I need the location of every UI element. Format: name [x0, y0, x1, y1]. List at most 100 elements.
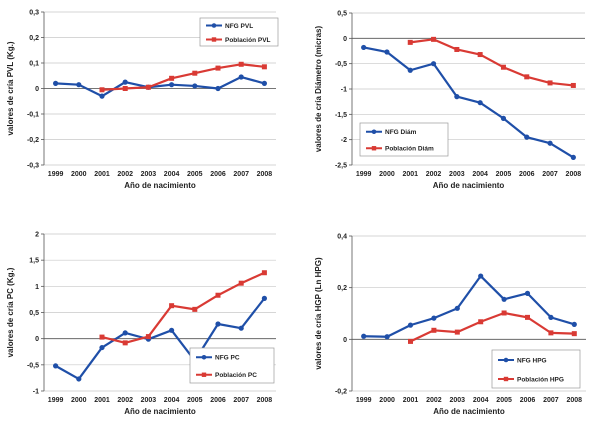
legend-swatch-marker: [211, 23, 217, 28]
y-tick-label: 0,2: [337, 285, 347, 292]
data-point-nfg: [454, 94, 460, 100]
data-point-poblacion: [571, 331, 577, 337]
data-point-poblacion: [238, 61, 244, 67]
data-point-poblacion: [145, 84, 151, 90]
legend-label: NFG Diám: [385, 129, 417, 136]
y-tick-label: 0: [35, 336, 39, 343]
x-tick-label: 2003: [450, 397, 466, 404]
legend: [491, 349, 581, 389]
data-point-poblacion: [407, 39, 413, 45]
data-point-poblacion: [122, 86, 128, 91]
x-tick-label: 2001: [94, 171, 110, 178]
y-tick-label: 0,5: [29, 310, 39, 317]
y-tick-label: 0,2: [29, 35, 39, 42]
data-point-nfg: [192, 83, 198, 89]
y-tick-label: 1,5: [29, 258, 39, 265]
data-point-nfg: [238, 325, 244, 331]
x-tick-label: 2007: [542, 171, 558, 178]
data-point-poblacion: [524, 74, 530, 80]
legend-swatch-marker: [201, 372, 207, 377]
data-point-poblacion: [570, 82, 576, 88]
series-line-poblacion: [410, 311, 575, 343]
legend-swatch-marker: [211, 37, 217, 42]
data-point-nfg: [261, 80, 267, 86]
y-tick-label: -0,5: [335, 61, 347, 68]
data-point-nfg: [76, 376, 82, 382]
y-tick-label: -0,2: [27, 137, 39, 144]
legend-swatch-marker: [503, 357, 509, 363]
legend-swatch-marker: [503, 376, 509, 382]
y-tick-label: -0,5: [27, 362, 39, 369]
x-tick-label: 2002: [426, 171, 442, 178]
data-point-poblacion: [215, 65, 221, 71]
x-axis-title: Año de nacimiento: [433, 181, 505, 190]
data-point-nfg: [53, 80, 59, 86]
series-line-poblacion: [101, 63, 265, 91]
data-point-poblacion: [431, 327, 437, 333]
data-point-poblacion: [500, 64, 506, 70]
data-point-nfg: [99, 344, 105, 351]
x-tick-label: 1999: [48, 171, 64, 178]
x-tick-label: 2004: [472, 171, 488, 178]
data-point-nfg: [454, 305, 460, 311]
data-point-nfg: [547, 140, 553, 146]
x-tick-label: 2000: [379, 171, 395, 178]
series-line-nfg: [55, 75, 265, 98]
data-point-poblacion: [99, 334, 105, 340]
legend: [359, 122, 449, 157]
data-point-nfg: [122, 79, 128, 85]
series-line-poblacion: [410, 38, 574, 87]
x-tick-label: 2000: [379, 397, 395, 404]
legend-label: NFG PC: [215, 355, 240, 362]
y-tick-label: 0: [343, 36, 347, 43]
data-point-nfg: [122, 330, 128, 336]
y-tick-label: -1: [341, 87, 347, 94]
series-line-nfg: [55, 297, 266, 381]
chart-hpg: -0,2 0 0,2 0,4 1999 2000 2001 2002 2003 2004 2005 2…: [314, 234, 586, 416]
x-tick-label: 2002: [426, 397, 442, 404]
x-tick-label: 2008: [257, 171, 273, 178]
data-point-poblacion: [547, 80, 553, 86]
data-point-nfg: [430, 61, 437, 67]
x-tick-label: 2001: [94, 397, 110, 404]
chart-pvl: -0,3 -0,2 -0,1 0 0,1 0,2 0,3 1999 2000 2001 2002 20…: [6, 10, 279, 190]
y-tick-label: 2: [35, 232, 39, 239]
x-tick-label: 2008: [566, 171, 582, 178]
data-point-nfg: [384, 49, 390, 55]
y-axis-title: valores de cría Diámetro (micras): [314, 26, 323, 153]
y-tick-label: -2,5: [335, 163, 347, 170]
data-point-poblacion: [238, 280, 244, 286]
y-tick-label: 0: [343, 337, 347, 344]
data-point-poblacion: [192, 70, 198, 76]
x-tick-label: 2003: [141, 397, 157, 404]
data-point-poblacion: [431, 36, 437, 42]
x-tick-label: 2001: [402, 171, 418, 178]
x-tick-label: 2006: [210, 171, 226, 178]
data-point-poblacion: [99, 87, 105, 93]
x-tick-label: 2008: [257, 397, 273, 404]
data-point-poblacion: [169, 75, 175, 81]
x-tick-label: 2005: [187, 397, 203, 404]
data-point-poblacion: [478, 319, 484, 325]
data-point-poblacion: [192, 306, 198, 312]
series-line-nfg: [363, 46, 574, 159]
legend-label: Población Diám: [385, 146, 434, 153]
y-tick-label: 0: [35, 86, 39, 93]
x-tick-label: 2000: [71, 171, 87, 178]
data-point-poblacion: [408, 338, 413, 344]
data-point-nfg: [524, 134, 530, 140]
y-tick-label: -1: [33, 389, 39, 396]
data-point-nfg: [524, 290, 531, 296]
data-point-poblacion: [261, 270, 267, 276]
x-tick-label: 2003: [449, 171, 465, 178]
data-point-nfg: [407, 67, 413, 73]
x-tick-label: 2005: [187, 171, 203, 178]
data-point-nfg: [169, 82, 175, 88]
x-tick-label: 2004: [473, 397, 489, 404]
x-tick-label: 2007: [233, 397, 249, 404]
data-point-poblacion: [548, 330, 554, 336]
y-tick-label: -1,5: [335, 112, 347, 119]
data-point-nfg: [431, 315, 437, 321]
data-point-nfg: [261, 295, 267, 301]
